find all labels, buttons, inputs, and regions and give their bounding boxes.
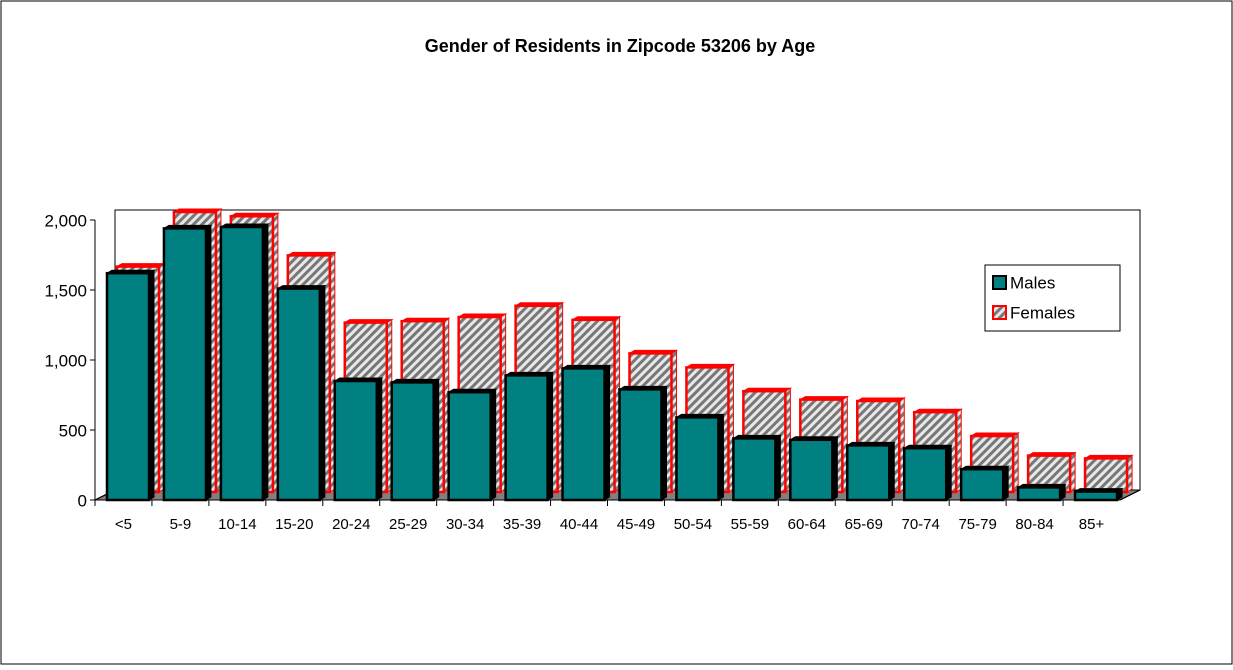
x-tick-label: <5 bbox=[115, 516, 132, 533]
bar-face bbox=[105, 271, 151, 502]
bar bbox=[219, 223, 270, 502]
bar-face bbox=[618, 388, 663, 502]
bar bbox=[731, 434, 783, 502]
y-tick-label: 2,000 bbox=[44, 211, 87, 230]
y-tick-label: 500 bbox=[59, 421, 87, 440]
y-tick-label: 1,500 bbox=[44, 281, 87, 300]
bar bbox=[105, 269, 156, 502]
bar-face bbox=[675, 416, 720, 502]
x-tick-label: 60-64 bbox=[788, 516, 826, 533]
bar bbox=[332, 377, 384, 502]
bar bbox=[617, 385, 669, 502]
bar-face bbox=[390, 381, 435, 502]
floor-edge bbox=[1119, 489, 1141, 501]
legend bbox=[984, 264, 1121, 332]
x-tick-label: 80-84 bbox=[1015, 516, 1053, 533]
bar bbox=[162, 224, 213, 502]
x-tick-label: 75-79 bbox=[958, 516, 996, 533]
chart-title: Gender of Residents in Zipcode 53206 by … bbox=[425, 36, 815, 56]
x-tick-label: 25-29 bbox=[389, 516, 427, 533]
bar-face bbox=[846, 444, 891, 502]
x-tick-label: 5-9 bbox=[170, 516, 192, 533]
bar bbox=[1016, 483, 1067, 502]
bar bbox=[845, 441, 897, 502]
x-tick-label: 40-44 bbox=[560, 516, 598, 533]
x-tick-label: 15-20 bbox=[275, 516, 313, 533]
x-tick-label: 20-24 bbox=[332, 516, 370, 533]
x-tick-label: 65-69 bbox=[845, 516, 883, 533]
bar bbox=[276, 284, 327, 502]
bar bbox=[1073, 487, 1124, 502]
x-tick-label: 35-39 bbox=[503, 516, 541, 533]
x-tick-label: 85+ bbox=[1079, 516, 1105, 533]
bar-face bbox=[447, 390, 492, 502]
bar bbox=[788, 435, 840, 502]
bar bbox=[560, 364, 612, 502]
bar bbox=[902, 444, 954, 502]
bar-face bbox=[333, 379, 379, 502]
bar-face bbox=[219, 225, 265, 502]
bar bbox=[674, 413, 726, 502]
y-tick-label: 0 bbox=[78, 491, 87, 510]
y-tick-label: 1,000 bbox=[44, 351, 87, 370]
x-tick-label: 30-34 bbox=[446, 516, 484, 533]
bar-face bbox=[561, 367, 606, 502]
bar bbox=[1083, 454, 1134, 494]
x-tick-label: 10-14 bbox=[218, 516, 256, 533]
x-tick-label: 55-59 bbox=[731, 516, 769, 533]
legend-label: Males bbox=[1010, 273, 1055, 292]
bar-face bbox=[504, 374, 549, 502]
x-tick-label: 50-54 bbox=[674, 516, 712, 533]
bar-face bbox=[902, 446, 948, 502]
legend-swatch bbox=[992, 275, 1007, 290]
legend-label: Females bbox=[1010, 303, 1075, 322]
x-tick-label: 45-49 bbox=[617, 516, 655, 533]
bar bbox=[389, 378, 441, 502]
bar-face bbox=[789, 438, 834, 502]
bar-face bbox=[732, 437, 777, 502]
bar bbox=[959, 465, 1010, 502]
bar-face bbox=[959, 467, 1005, 502]
bar-face bbox=[1073, 490, 1119, 502]
bar-face bbox=[276, 287, 322, 502]
bar-face bbox=[1016, 486, 1062, 502]
x-tick-label: 70-74 bbox=[902, 516, 940, 533]
bar bbox=[503, 371, 555, 502]
bar-face bbox=[162, 227, 208, 502]
bar-face bbox=[1083, 457, 1129, 494]
legend-swatch bbox=[992, 305, 1007, 320]
bar bbox=[446, 388, 498, 502]
